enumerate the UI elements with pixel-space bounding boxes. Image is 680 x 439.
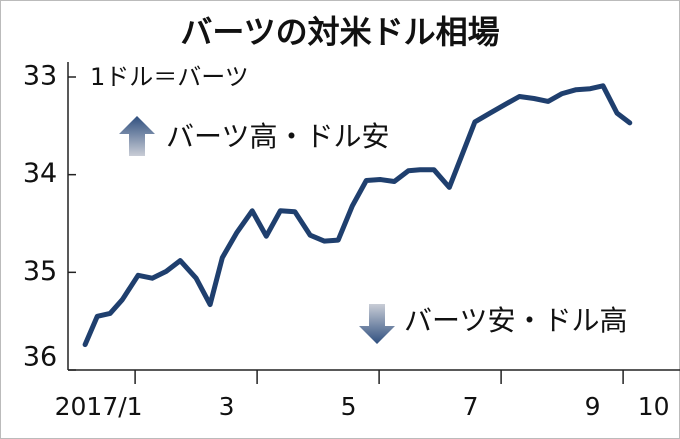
y-tick-label: 36 xyxy=(23,342,57,373)
chart-title: バーツの対米ドル相場 xyxy=(180,13,499,51)
data-line xyxy=(82,83,633,348)
x-tick-label: 3 xyxy=(219,392,235,421)
y-tick-label: 35 xyxy=(23,256,57,287)
subtitle: 1ドル＝バーツ xyxy=(90,63,249,91)
down-arrow xyxy=(359,304,395,344)
up-arrow xyxy=(119,116,155,156)
x-tick-label: 10 xyxy=(638,392,670,421)
x-tick-label: 9 xyxy=(585,392,601,421)
x-tick-label: 2017/1 xyxy=(55,392,143,421)
x-tick-label: 7 xyxy=(463,392,479,421)
y-tick-label: 34 xyxy=(23,158,57,189)
annotation: バーツ安・ドル高 xyxy=(404,304,627,337)
annotation: バーツ高・ドル安 xyxy=(166,120,389,153)
y-tick-label: 33 xyxy=(23,61,57,92)
x-tick-label: 5 xyxy=(341,392,357,421)
